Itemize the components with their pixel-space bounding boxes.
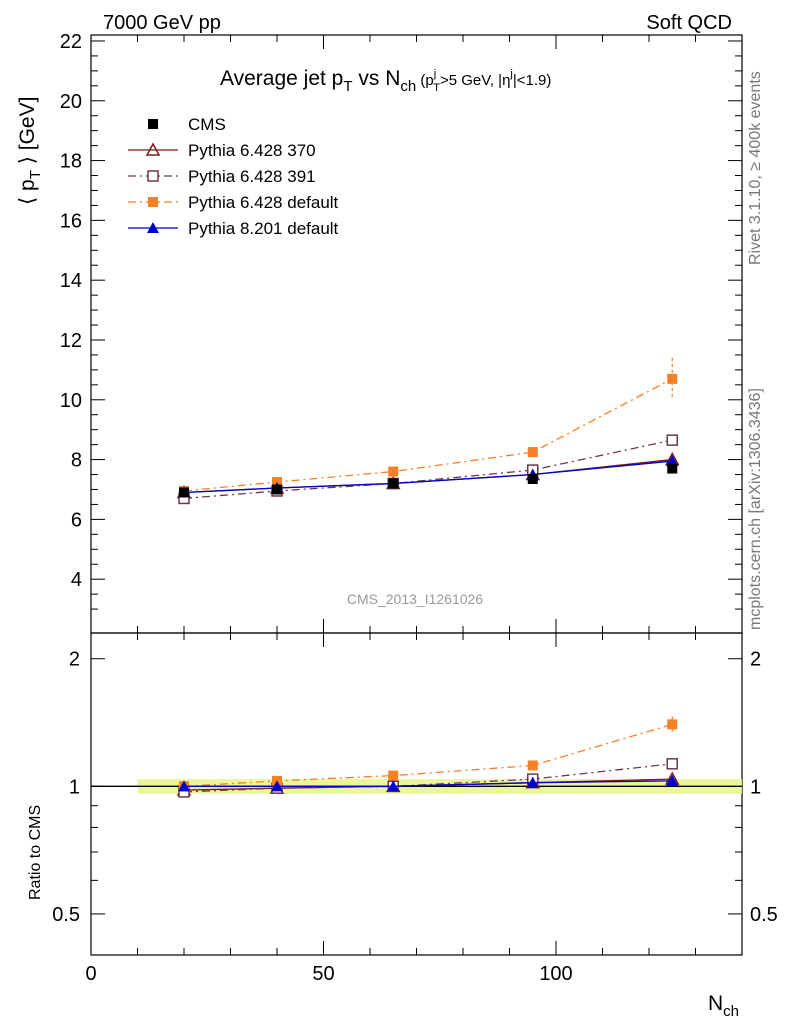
legend-label-pythia-6-428-370: Pythia 6.428 370: [188, 141, 316, 160]
ratio-y-tick-label-right: 2: [750, 649, 761, 671]
analysis-watermark: CMS_2013_I1261026: [347, 591, 483, 607]
y-tick-label: 16: [60, 210, 82, 232]
legend-label-pythia-6-428-391: Pythia 6.428 391: [188, 167, 316, 186]
main-point-pythia-6-428-default: [527, 447, 538, 458]
rivet-label: Rivet 3.1.10, ≥ 400k events: [747, 71, 764, 265]
main-point-pythia-6-428-391: [666, 434, 678, 446]
ratio-point-pythia-6-428-391: [666, 758, 678, 770]
main-series-line-pythia-6-428-370: [183, 458, 673, 494]
legend-label-pythia-8-201-default: Pythia 8.201 default: [188, 219, 339, 238]
ratio-point-pythia-8-201-default: [178, 780, 190, 792]
legend-marker-pythia-8-201-default: [147, 222, 159, 233]
ratio-point-pythia-8-201-default: [387, 780, 400, 792]
ratio-y-tick-label: 1: [69, 776, 80, 798]
main-point-pythia-6-428-default: [388, 466, 399, 477]
main-series-line-pythia-6-428-default: [183, 378, 673, 492]
legend-marker-pythia-6-428-370: [145, 142, 161, 156]
legend-marker-cms: [148, 119, 158, 129]
y-tick-label: 14: [60, 270, 82, 292]
main-point-pythia-6-428-default: [667, 373, 678, 384]
ratio-point-pythia-8-201-default: [526, 776, 539, 788]
legend-marker-pythia-6-428-default: [148, 197, 158, 207]
mcplots-label: mcplots.cern.ch [arXiv:1306.3436]: [747, 388, 764, 630]
main-series-line-pythia-6-428-391: [183, 439, 673, 500]
ratio-y-tick-label-right: 0.5: [750, 904, 778, 926]
header-left: 7000 GeV pp: [103, 12, 221, 34]
x-tick-label: 100: [539, 963, 572, 985]
main-point-cms: [272, 484, 282, 495]
legend-label-cms: CMS: [188, 115, 226, 134]
ratio-point-pythia-6-428-default: [667, 719, 678, 730]
ratio-point-pythia-6-428-default: [527, 760, 538, 771]
y-tick-label: 10: [60, 390, 82, 412]
ratio-y-tick-label: 2: [69, 649, 80, 671]
y-tick-label: 8: [71, 450, 82, 472]
header-right: Soft QCD: [646, 12, 732, 34]
y-tick-label: 18: [60, 151, 82, 173]
ratio-y-axis-label: Ratio to CMS: [27, 805, 44, 900]
x-tick-label: 50: [312, 963, 334, 985]
main-point-cms: [179, 487, 189, 498]
ratio-point-pythia-6-428-default: [388, 770, 399, 781]
y-tick-label: 12: [60, 330, 82, 352]
x-tick-label: 0: [85, 963, 96, 985]
y-tick-label: 4: [71, 569, 82, 591]
y-tick-label: 6: [71, 509, 82, 531]
main-point-cms: [388, 478, 399, 489]
y-tick-label: 20: [60, 91, 82, 113]
main-point-cms: [667, 463, 678, 474]
x-axis-label: Nch: [708, 992, 739, 1020]
ratio-series-line-pythia-6-428-default: [183, 723, 673, 787]
y-tick-label: 22: [60, 31, 82, 53]
main-series-line-pythia-8-201-default: [183, 460, 673, 494]
ratio-y-tick-label: 0.5: [52, 904, 80, 926]
legend-marker-pythia-6-428-391: [147, 170, 159, 182]
main-point-cms: [527, 474, 538, 485]
legend-label-pythia-6-428-default: Pythia 6.428 default: [188, 193, 339, 212]
main-point-pythia-8-201-default: [666, 455, 679, 467]
ratio-point-pythia-8-201-default: [666, 774, 679, 786]
ratio-point-pythia-8-201-default: [271, 780, 283, 792]
chart-title: Average jet pT vs Nch (pj T>5 GeV, |ηj|<1…: [220, 67, 551, 95]
y-axis-label: ⟨ pT ⟩ [GeV]: [16, 97, 44, 205]
ratio-y-tick-label-right: 1: [750, 776, 761, 798]
